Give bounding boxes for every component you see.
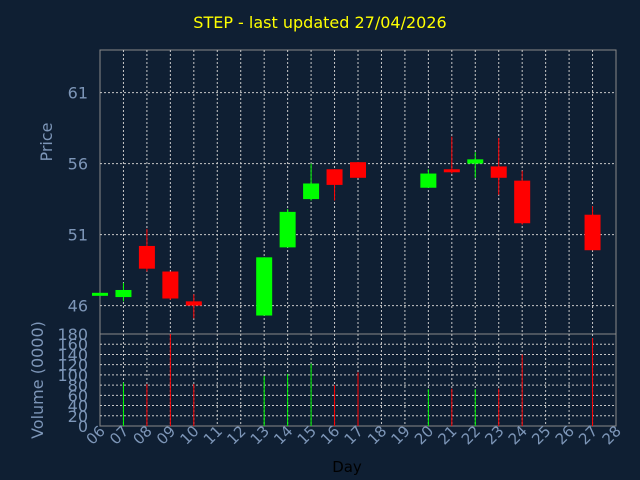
price-tick-label: 56 — [68, 155, 88, 174]
volume-tick-label: 140 — [57, 345, 88, 364]
candle-body — [162, 271, 179, 299]
candle-body — [92, 292, 108, 296]
candle-body — [326, 169, 343, 185]
candle-body — [185, 301, 202, 306]
volume-tick-label: 160 — [57, 335, 88, 354]
volume-tick-label: 20 — [68, 407, 88, 426]
price-tick-label: 46 — [68, 297, 88, 316]
candle-body — [350, 162, 366, 178]
volume-tick-label: 60 — [68, 386, 88, 405]
volume-tick-label: 0 — [78, 417, 88, 436]
volume-tick-label: 100 — [57, 366, 88, 385]
candle-body — [584, 214, 601, 251]
volume-tick-label: 120 — [57, 356, 88, 375]
x-axis-label: Day — [332, 458, 362, 476]
candle-body — [490, 166, 507, 178]
candle-body — [115, 289, 132, 298]
volume-tick-label: 180 — [57, 325, 88, 344]
price-tick-label: 51 — [68, 226, 88, 245]
candle-body — [279, 211, 296, 248]
candle-body — [303, 183, 320, 200]
candle-body — [256, 257, 273, 316]
price-tick-label: 61 — [68, 84, 88, 103]
candle-body — [443, 169, 460, 173]
chart-title: STEP - last updated 27/04/2026 — [193, 13, 447, 32]
candle-body — [420, 173, 437, 188]
candle-body — [138, 245, 155, 269]
candle-body — [514, 180, 531, 224]
volume-tick-label: 40 — [68, 397, 88, 416]
price-axis-label: Price — [37, 122, 56, 161]
candle-body — [467, 159, 484, 164]
volume-tick-label: 80 — [68, 376, 88, 395]
volume-axis-label: Volume (0000) — [28, 321, 47, 439]
